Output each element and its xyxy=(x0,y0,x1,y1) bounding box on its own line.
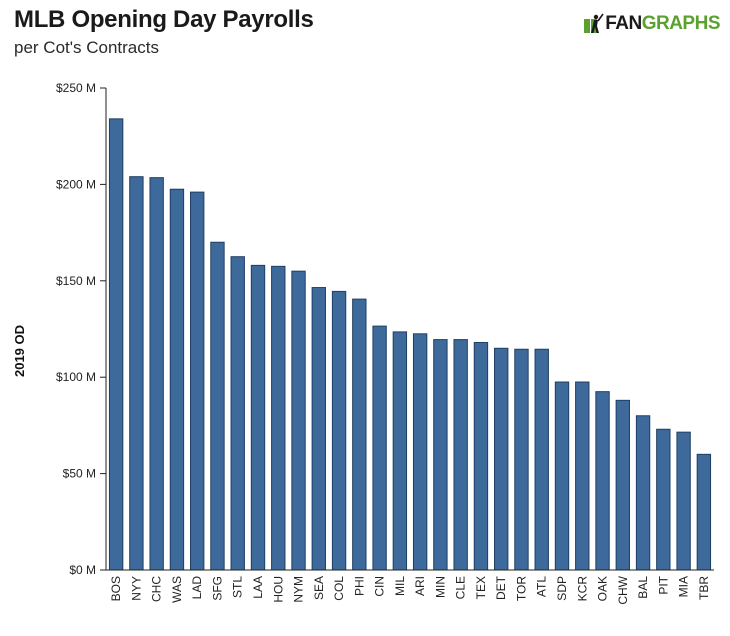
fangraphs-logo: FANGRAPHS xyxy=(584,12,721,36)
y-tick-label: $200 M xyxy=(56,177,96,191)
x-axis: BOS NYY CHC WAS LAD SFG STL LAA HOU NYM SEA COL PHI C… xyxy=(106,569,714,605)
x-tick-label: BOS xyxy=(109,576,123,601)
bar-tex xyxy=(473,341,489,571)
logo-graphs: GRAPHS xyxy=(641,13,721,34)
bar-lad xyxy=(190,191,205,571)
x-tick-label: LAD xyxy=(190,576,204,600)
fangraphs-batter-icon xyxy=(584,13,604,33)
y-tick-label: $50 M xyxy=(63,467,96,481)
bar-mia xyxy=(676,431,691,571)
x-tick-label: LAA xyxy=(251,576,265,599)
bar-ari xyxy=(412,333,428,571)
bar-bal xyxy=(635,415,651,571)
bar-cin xyxy=(372,325,387,571)
chart-subtitle: per Cot's Contracts xyxy=(14,38,159,57)
bar-mil xyxy=(392,331,408,571)
x-tick-label: MIA xyxy=(677,576,691,597)
x-tick-label: COL xyxy=(332,576,346,601)
bar-sea xyxy=(311,287,326,571)
bar-oak xyxy=(595,391,610,571)
logo-fan: FAN xyxy=(605,13,642,34)
x-tick-label: NYM xyxy=(292,576,306,603)
bar-stl xyxy=(230,256,245,571)
bar-nym xyxy=(291,270,306,571)
bar-sdp xyxy=(554,381,570,571)
bar-cle xyxy=(453,339,468,571)
x-tick-label: SEA xyxy=(312,576,326,600)
x-tick-label: WAS xyxy=(170,576,184,603)
x-tick-label: MIN xyxy=(433,576,447,598)
x-tick-label: SDP xyxy=(555,576,569,601)
bar-sfg xyxy=(210,241,225,571)
x-tick-label: CLE xyxy=(454,576,468,599)
bar-hou xyxy=(271,265,286,571)
x-tick-label: KCR xyxy=(575,576,589,602)
x-tick-label: CHC xyxy=(150,576,164,602)
bar-col xyxy=(331,290,347,571)
x-tick-label: STL xyxy=(231,576,245,598)
y-tick-label: $0 M xyxy=(69,563,96,577)
y-axis-label: 2019 OD xyxy=(12,325,27,377)
x-tick-label: MIL xyxy=(393,576,407,596)
x-tick-label: PIT xyxy=(656,575,670,594)
x-tick-label: DET xyxy=(494,575,508,600)
x-tick-label: HOU xyxy=(271,576,285,603)
bar-kcr xyxy=(575,381,590,571)
x-tick-label: BAL xyxy=(636,576,650,599)
y-tick-label: $100 M xyxy=(56,370,96,384)
y-axis: $0 M $50 M $100 M $150 M $200 M $250 M xyxy=(56,81,107,577)
bar-bos xyxy=(108,118,124,571)
x-tick-label: TEX xyxy=(474,576,488,599)
x-tick-label: NYY xyxy=(129,576,143,601)
bar-min xyxy=(433,339,448,571)
bars xyxy=(108,118,712,571)
y-tick-label: $150 M xyxy=(56,274,96,288)
x-tick-label: CHW xyxy=(616,575,630,604)
x-tick-label: ARI xyxy=(413,576,427,596)
y-tick-label: $250 M xyxy=(56,81,96,95)
x-tick-label: TBR xyxy=(697,576,711,600)
bar-phi xyxy=(352,298,367,571)
x-tick-label: SFG xyxy=(210,576,224,601)
x-tick-label: CIN xyxy=(373,576,387,597)
bar-tbr xyxy=(696,453,712,571)
x-tick-label: PHI xyxy=(352,576,366,596)
chart-title: MLB Opening Day Payrolls xyxy=(14,6,314,33)
bar-nyy xyxy=(129,176,144,571)
x-tick-label: TOR xyxy=(514,576,528,601)
bar-atl xyxy=(534,348,549,571)
bar-det xyxy=(494,347,509,571)
bar-pit xyxy=(656,428,671,571)
x-tick-label: ATL xyxy=(535,576,549,597)
bar-chw xyxy=(615,399,630,571)
bar-tor xyxy=(514,348,529,571)
bar-was xyxy=(169,188,185,571)
bar-laa xyxy=(250,264,266,571)
bar-chc xyxy=(149,177,164,571)
logo-wordmark: FANGRAPHS xyxy=(605,13,720,35)
x-tick-label: OAK xyxy=(596,576,610,601)
